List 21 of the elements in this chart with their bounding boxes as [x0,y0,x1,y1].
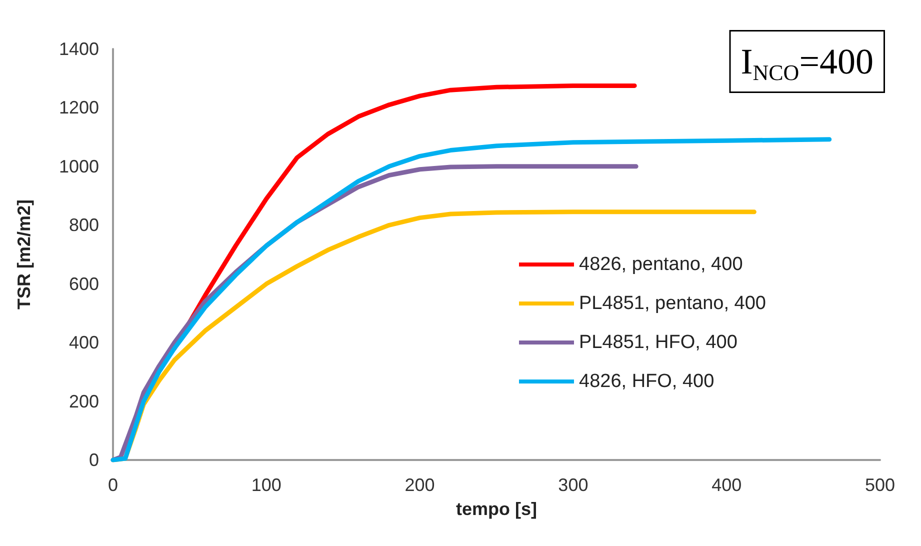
legend-label: 4826, pentano, 400 [578,254,743,275]
x-tick-label: 500 [864,475,896,495]
y-tick-label: 600 [68,274,99,294]
x-tick-label: 100 [251,475,282,495]
x-tick-label: 400 [712,475,742,495]
x-tick-label: 300 [558,475,588,495]
y-tick-label: 1000 [58,156,99,176]
legend-label: PL4851, HFO, 400 [578,332,738,353]
y-tick-label: 1200 [58,98,99,118]
x-tick-label: 0 [108,475,118,495]
legend-label: PL4851, pentano, 400 [578,293,766,314]
y-axis-title: TSR [m2/m2] [14,199,34,310]
y-tick-label: 0 [88,450,99,470]
y-tick-label: 400 [68,332,99,353]
y-tick-label: 200 [68,391,99,412]
legend-label: 4826, HFO, 400 [578,371,714,392]
y-tick-label: 1400 [58,39,99,59]
x-tick-label: 200 [404,475,435,495]
x-axis-title: tempo [s] [456,499,537,519]
line-series [110,137,832,462]
y-tick-label: 800 [68,215,99,236]
